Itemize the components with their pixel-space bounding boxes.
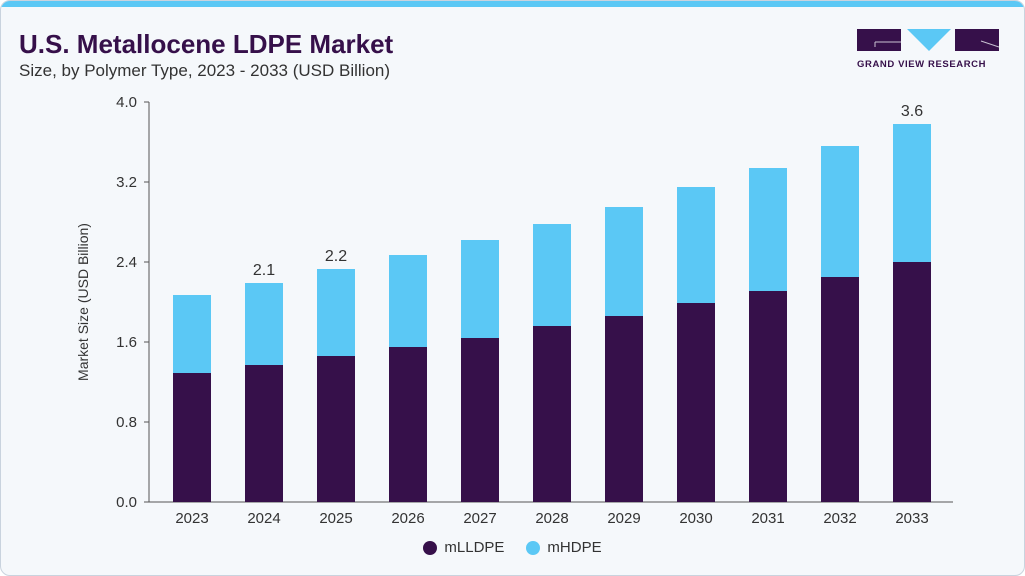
x-tick-label: 2033 bbox=[895, 510, 928, 527]
x-tick-label: 2026 bbox=[391, 510, 424, 527]
bar-mhdpe-2029 bbox=[605, 207, 643, 316]
bar-mhdpe-2030 bbox=[677, 187, 715, 303]
legend-label: mHDPE bbox=[547, 539, 602, 556]
bar-mlldpe-2023 bbox=[173, 373, 211, 502]
accent-bar bbox=[1, 1, 1024, 7]
chart-title: U.S. Metallocene LDPE Market bbox=[19, 29, 394, 59]
legend-item-mhdpe: mHDPE bbox=[526, 539, 602, 556]
bar-mlldpe-2030 bbox=[677, 303, 715, 502]
x-tick-label: 2029 bbox=[607, 510, 640, 527]
legend-swatch-mlldpe bbox=[423, 540, 438, 555]
data-label-2025: 2.2 bbox=[325, 248, 347, 265]
bar-mlldpe-2031 bbox=[749, 291, 787, 502]
x-tick-label: 2024 bbox=[247, 510, 280, 527]
x-tick-label: 2031 bbox=[751, 510, 784, 527]
bar-mlldpe-2024 bbox=[245, 365, 283, 502]
bar-mhdpe-2024 bbox=[245, 283, 283, 365]
y-tick-label: 2.4 bbox=[116, 254, 137, 271]
bar-mhdpe-2023 bbox=[173, 295, 211, 373]
x-tick-label: 2030 bbox=[679, 510, 712, 527]
bar-mlldpe-2026 bbox=[389, 347, 427, 502]
data-label-2033: 3.6 bbox=[901, 103, 923, 120]
legend-swatch-mhdpe bbox=[526, 540, 541, 555]
bar-mlldpe-2033 bbox=[893, 262, 931, 502]
x-tick-label: 2028 bbox=[535, 510, 568, 527]
bar-mhdpe-2025 bbox=[317, 269, 355, 356]
bar-mhdpe-2032 bbox=[821, 146, 859, 277]
grand-view-research-logo bbox=[857, 29, 999, 51]
y-tick-label: 4.0 bbox=[116, 94, 137, 111]
legend-item-mlldpe: mLLDPE bbox=[423, 539, 504, 556]
legend: mLLDPE mHDPE bbox=[1, 539, 1024, 556]
data-label-2024: 2.1 bbox=[253, 262, 275, 279]
bar-mhdpe-2031 bbox=[749, 168, 787, 291]
bar-mlldpe-2025 bbox=[317, 356, 355, 502]
bar-mlldpe-2028 bbox=[533, 326, 571, 502]
bar-mlldpe-2029 bbox=[605, 316, 643, 502]
x-tick-label: 2023 bbox=[175, 510, 208, 527]
y-tick-label: 1.6 bbox=[116, 334, 137, 351]
bar-mhdpe-2027 bbox=[461, 240, 499, 338]
y-tick-label: 0.0 bbox=[116, 494, 137, 511]
x-tick-label: 2027 bbox=[463, 510, 496, 527]
bar-mlldpe-2027 bbox=[461, 338, 499, 502]
legend-label: mLLDPE bbox=[444, 539, 505, 556]
y-tick-label: 0.8 bbox=[116, 414, 137, 431]
bar-mlldpe-2032 bbox=[821, 277, 859, 502]
bar-mhdpe-2028 bbox=[533, 224, 571, 326]
chart-subtitle: Size, by Polymer Type, 2023 - 2033 (USD … bbox=[19, 61, 391, 80]
y-axis-label: Market Size (USD Billion) bbox=[75, 223, 91, 381]
logo-text: GRAND VIEW RESEARCH bbox=[857, 59, 987, 70]
bar-mhdpe-2033 bbox=[893, 124, 931, 262]
y-tick-label: 3.2 bbox=[116, 174, 137, 191]
x-tick-label: 2025 bbox=[319, 510, 352, 527]
x-tick-label: 2032 bbox=[823, 510, 856, 527]
bar-mhdpe-2026 bbox=[389, 255, 427, 347]
